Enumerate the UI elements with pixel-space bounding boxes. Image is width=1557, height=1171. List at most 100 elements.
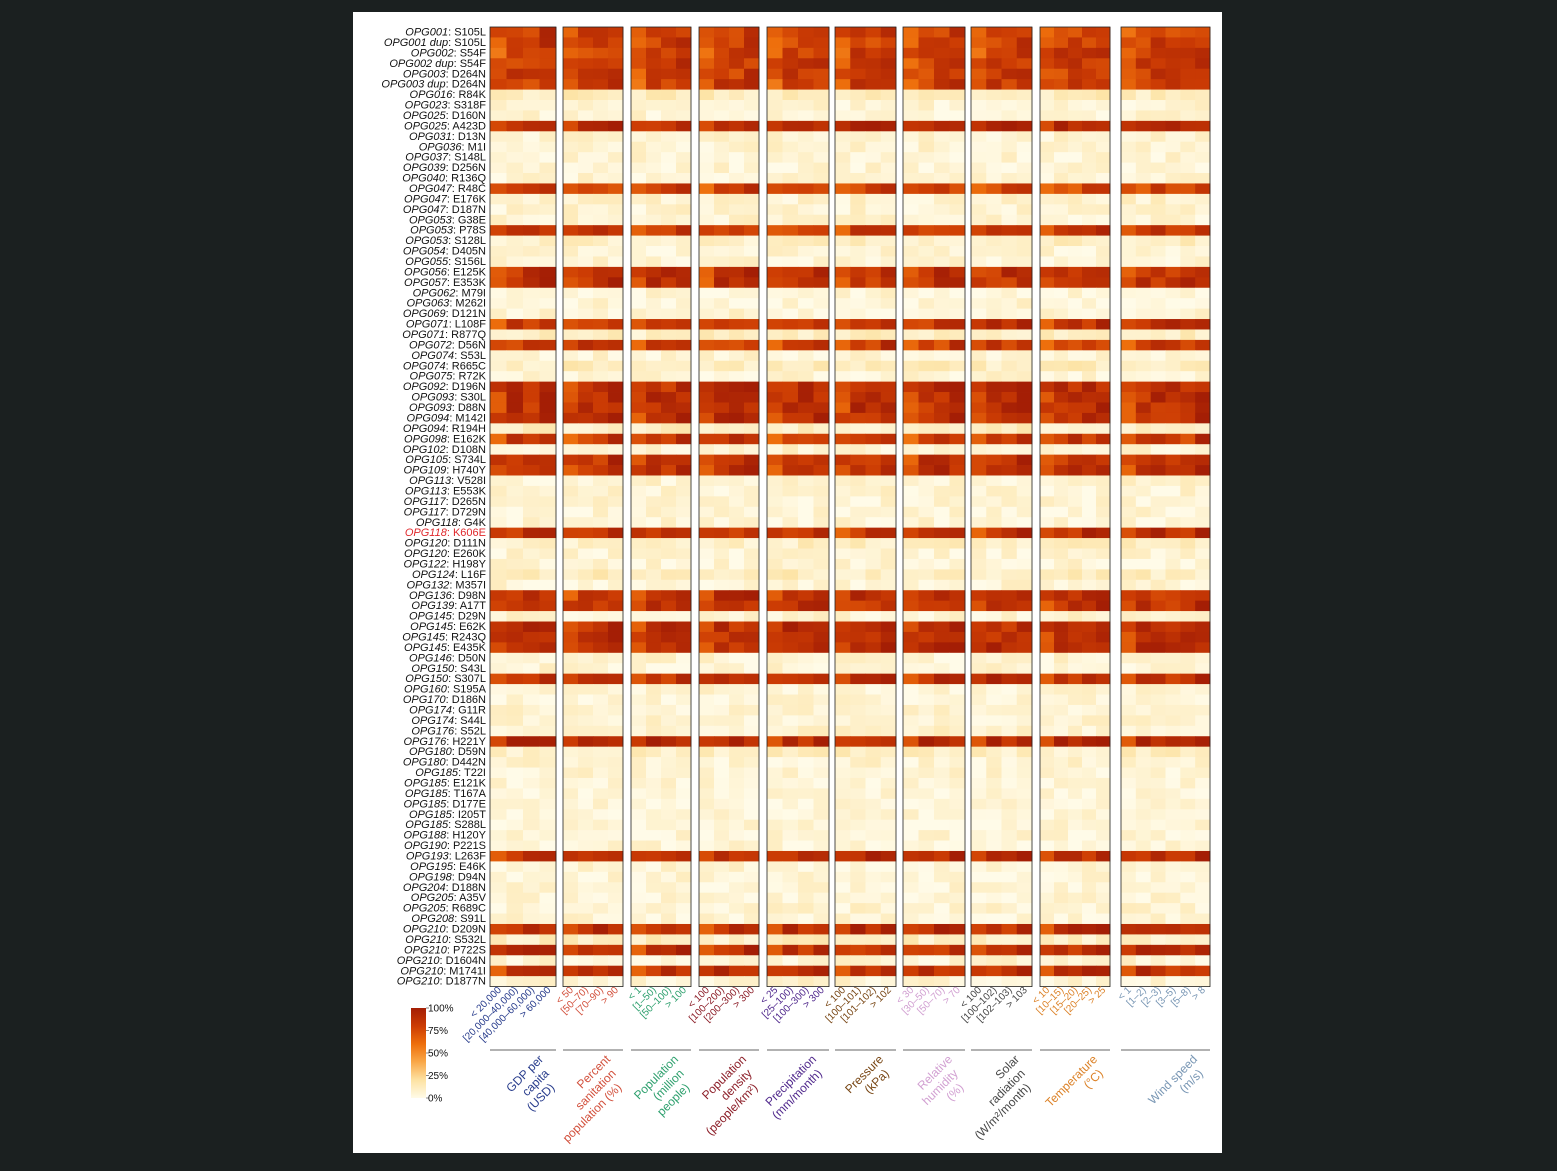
heatmap-cell (1096, 496, 1111, 508)
heatmap-cell (676, 256, 692, 268)
heatmap-cell (1001, 903, 1018, 914)
heatmap-cell (1082, 68, 1097, 80)
heatmap-cell (661, 757, 677, 768)
row-gene: OPG170 (403, 694, 447, 706)
heatmap-cell (903, 110, 919, 122)
heatmap-cell (490, 830, 507, 841)
heatmap-cell (1165, 694, 1181, 706)
heatmap-cell (986, 485, 1002, 497)
heatmap-cell (798, 214, 814, 226)
heatmap-cell (661, 329, 677, 341)
heatmap-cell (490, 277, 507, 289)
heatmap-cell (1195, 58, 1211, 70)
heatmap-cell (539, 120, 557, 132)
heatmap-cell (729, 485, 745, 497)
heatmap-cell (850, 412, 866, 424)
heatmap-cell (661, 162, 677, 174)
heatmap-cell (539, 423, 557, 435)
heatmap-cell (813, 131, 830, 143)
heatmap-cell (782, 819, 799, 831)
heatmap-cell (1150, 350, 1166, 362)
heatmap-cell (813, 684, 830, 695)
heatmap-cell (971, 882, 987, 894)
row-label: OPG185: T22I (415, 767, 486, 779)
heatmap-cell (903, 777, 919, 789)
row-mutation: : D88N (452, 402, 486, 414)
heatmap-cell (835, 517, 851, 529)
heatmap-cell (850, 923, 866, 935)
heatmap-cell (490, 955, 507, 967)
heatmap-cell (1082, 193, 1097, 205)
heatmap-cell (986, 631, 1002, 643)
heatmap-cell (578, 621, 594, 633)
heatmap-cell (744, 371, 760, 383)
heatmap-cell (631, 339, 647, 351)
heatmap-cell (1001, 256, 1018, 268)
heatmap-cell (1068, 871, 1083, 883)
heatmap-cell (813, 955, 830, 967)
heatmap-cell (539, 256, 557, 268)
heatmap-cell (880, 308, 897, 320)
heatmap-cell (971, 527, 987, 539)
heatmap-cell (1016, 329, 1033, 341)
heatmap-cell (1150, 871, 1166, 883)
heatmap-cell (949, 58, 966, 70)
heatmap-cell (918, 788, 935, 800)
heatmap-cell (1016, 590, 1033, 602)
heatmap-cell (1165, 798, 1181, 810)
heatmap-cell (661, 684, 677, 695)
heatmap-cell (1016, 538, 1033, 549)
heatmap-cell (798, 809, 814, 821)
heatmap-cell (949, 350, 966, 362)
row-gene: OPG016 (410, 89, 454, 101)
heatmap-cell (903, 204, 919, 216)
heatmap-cell (986, 527, 1002, 539)
heatmap-cell (971, 465, 987, 476)
heatmap-cell (631, 152, 647, 163)
heatmap-cell (1121, 173, 1137, 184)
heatmap-cell (490, 850, 507, 862)
heatmap-cell (523, 631, 540, 643)
heatmap-cell (744, 319, 760, 330)
heatmap-cell (1068, 569, 1083, 581)
heatmap-cell (646, 204, 662, 216)
heatmap-cell (676, 871, 692, 883)
heatmap-cell (1150, 89, 1166, 101)
heatmap-cell (563, 715, 579, 727)
heatmap-cell (631, 68, 647, 80)
heatmap-cell (539, 235, 557, 247)
heatmap-cell (949, 809, 966, 821)
heatmap-cell (1135, 976, 1152, 987)
row-mutation: : S53L (454, 350, 486, 362)
heatmap-cell (608, 225, 624, 236)
heatmap-cell (729, 830, 745, 841)
heatmap-cell (1096, 777, 1111, 789)
heatmap-cell (1082, 371, 1097, 383)
heatmap-cell (1068, 79, 1083, 90)
heatmap-cell (813, 527, 830, 539)
heatmap-cell (593, 100, 609, 111)
heatmap-cell (934, 454, 950, 466)
heatmap-cell (1150, 611, 1166, 622)
heatmap-cell (1082, 642, 1097, 654)
heatmap-cell (918, 256, 935, 268)
heatmap-cell (661, 840, 677, 852)
heatmap-cell (563, 152, 579, 163)
heatmap-cell (1016, 141, 1033, 153)
heatmap-cell (949, 392, 966, 403)
heatmap-cell (880, 569, 897, 581)
heatmap-cell (608, 600, 624, 612)
heatmap-cell (798, 371, 814, 383)
row-gene: OPG002 (411, 47, 454, 59)
heatmap-cell (880, 58, 897, 70)
row-mutation: : H740Y (446, 465, 486, 477)
heatmap-cell (1040, 402, 1055, 414)
heatmap-cell (714, 214, 730, 226)
row-gene: OPG092 (403, 381, 446, 393)
heatmap-cell (1082, 412, 1097, 424)
heatmap-cell (593, 110, 609, 122)
heatmap-cell (744, 173, 760, 184)
heatmap-cell (563, 600, 579, 612)
heatmap-cell (578, 444, 594, 456)
heatmap-cell (1150, 663, 1166, 675)
